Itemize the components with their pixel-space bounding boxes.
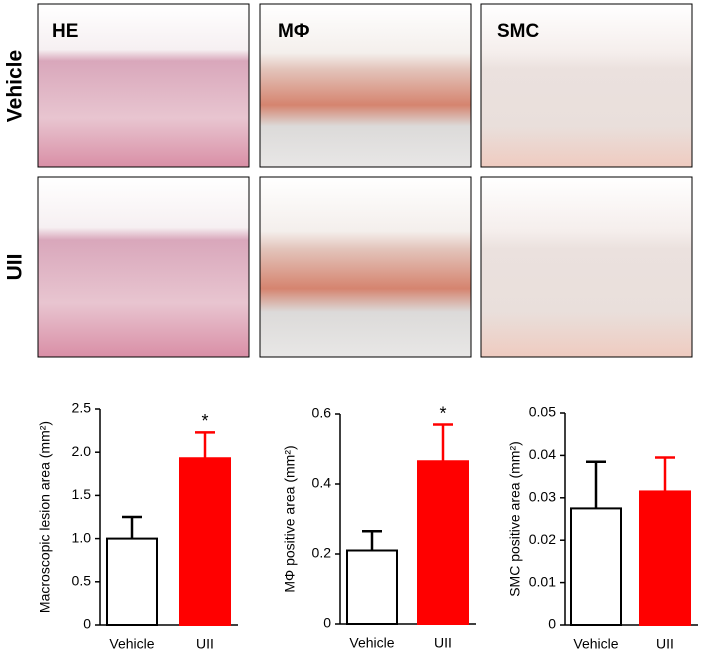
significance-mark: *: [201, 411, 208, 431]
micrograph: [480, 176, 693, 358]
bar: [106, 537, 158, 626]
y-tick-label: 0.03: [529, 489, 556, 505]
y-axis-label: MΦ positive area (mm²): [282, 445, 298, 592]
micrograph: [480, 3, 693, 168]
bar: [346, 549, 398, 625]
x-tick-label: UII: [434, 635, 452, 651]
micrograph: [259, 176, 472, 358]
micrographs: HE MΦ SMC Vehicle UII: [4, 3, 693, 358]
column-label: HE: [52, 21, 78, 42]
y-tick-label: 0: [323, 615, 331, 631]
bar: [570, 507, 622, 626]
row-label: Vehicle: [4, 50, 27, 122]
micrograph: [37, 176, 250, 358]
x-tick-label: Vehicle: [109, 636, 154, 652]
y-tick-label: 2.0: [72, 443, 92, 459]
micrograph: [37, 3, 250, 168]
bar: [179, 457, 231, 626]
x-tick-label: Vehicle: [573, 636, 618, 652]
bar: [639, 490, 691, 626]
y-axis-label: SMC positive area (mm²): [507, 441, 523, 597]
y-tick-label: 2.5: [72, 400, 92, 416]
y-tick-label: 0.02: [529, 531, 556, 547]
x-tick-label: UII: [656, 636, 674, 652]
y-tick-label: 0.6: [312, 405, 332, 421]
column-label: MΦ: [278, 21, 310, 42]
x-tick-label: UII: [196, 636, 214, 652]
y-tick-label: 0.04: [529, 446, 556, 462]
significance-mark: *: [439, 403, 446, 423]
y-tick-label: 0.4: [312, 475, 332, 491]
y-tick-label: 0.2: [312, 545, 332, 561]
y-axis-label: Macroscopic lesion area (mm²): [37, 421, 53, 613]
y-tick-label: 0.05: [529, 404, 556, 420]
micrograph: [259, 3, 472, 168]
y-tick-label: 0.5: [72, 573, 92, 589]
y-tick-label: 1.5: [72, 486, 92, 502]
x-tick-label: Vehicle: [349, 635, 394, 651]
y-tick-label: 0: [83, 616, 91, 632]
y-tick-label: 1.0: [72, 529, 92, 545]
y-tick-label: 0: [548, 616, 556, 632]
bar: [417, 460, 469, 625]
row-label: UII: [4, 254, 27, 281]
y-tick-label: 0.01: [529, 573, 556, 589]
column-label: SMC: [497, 21, 540, 42]
